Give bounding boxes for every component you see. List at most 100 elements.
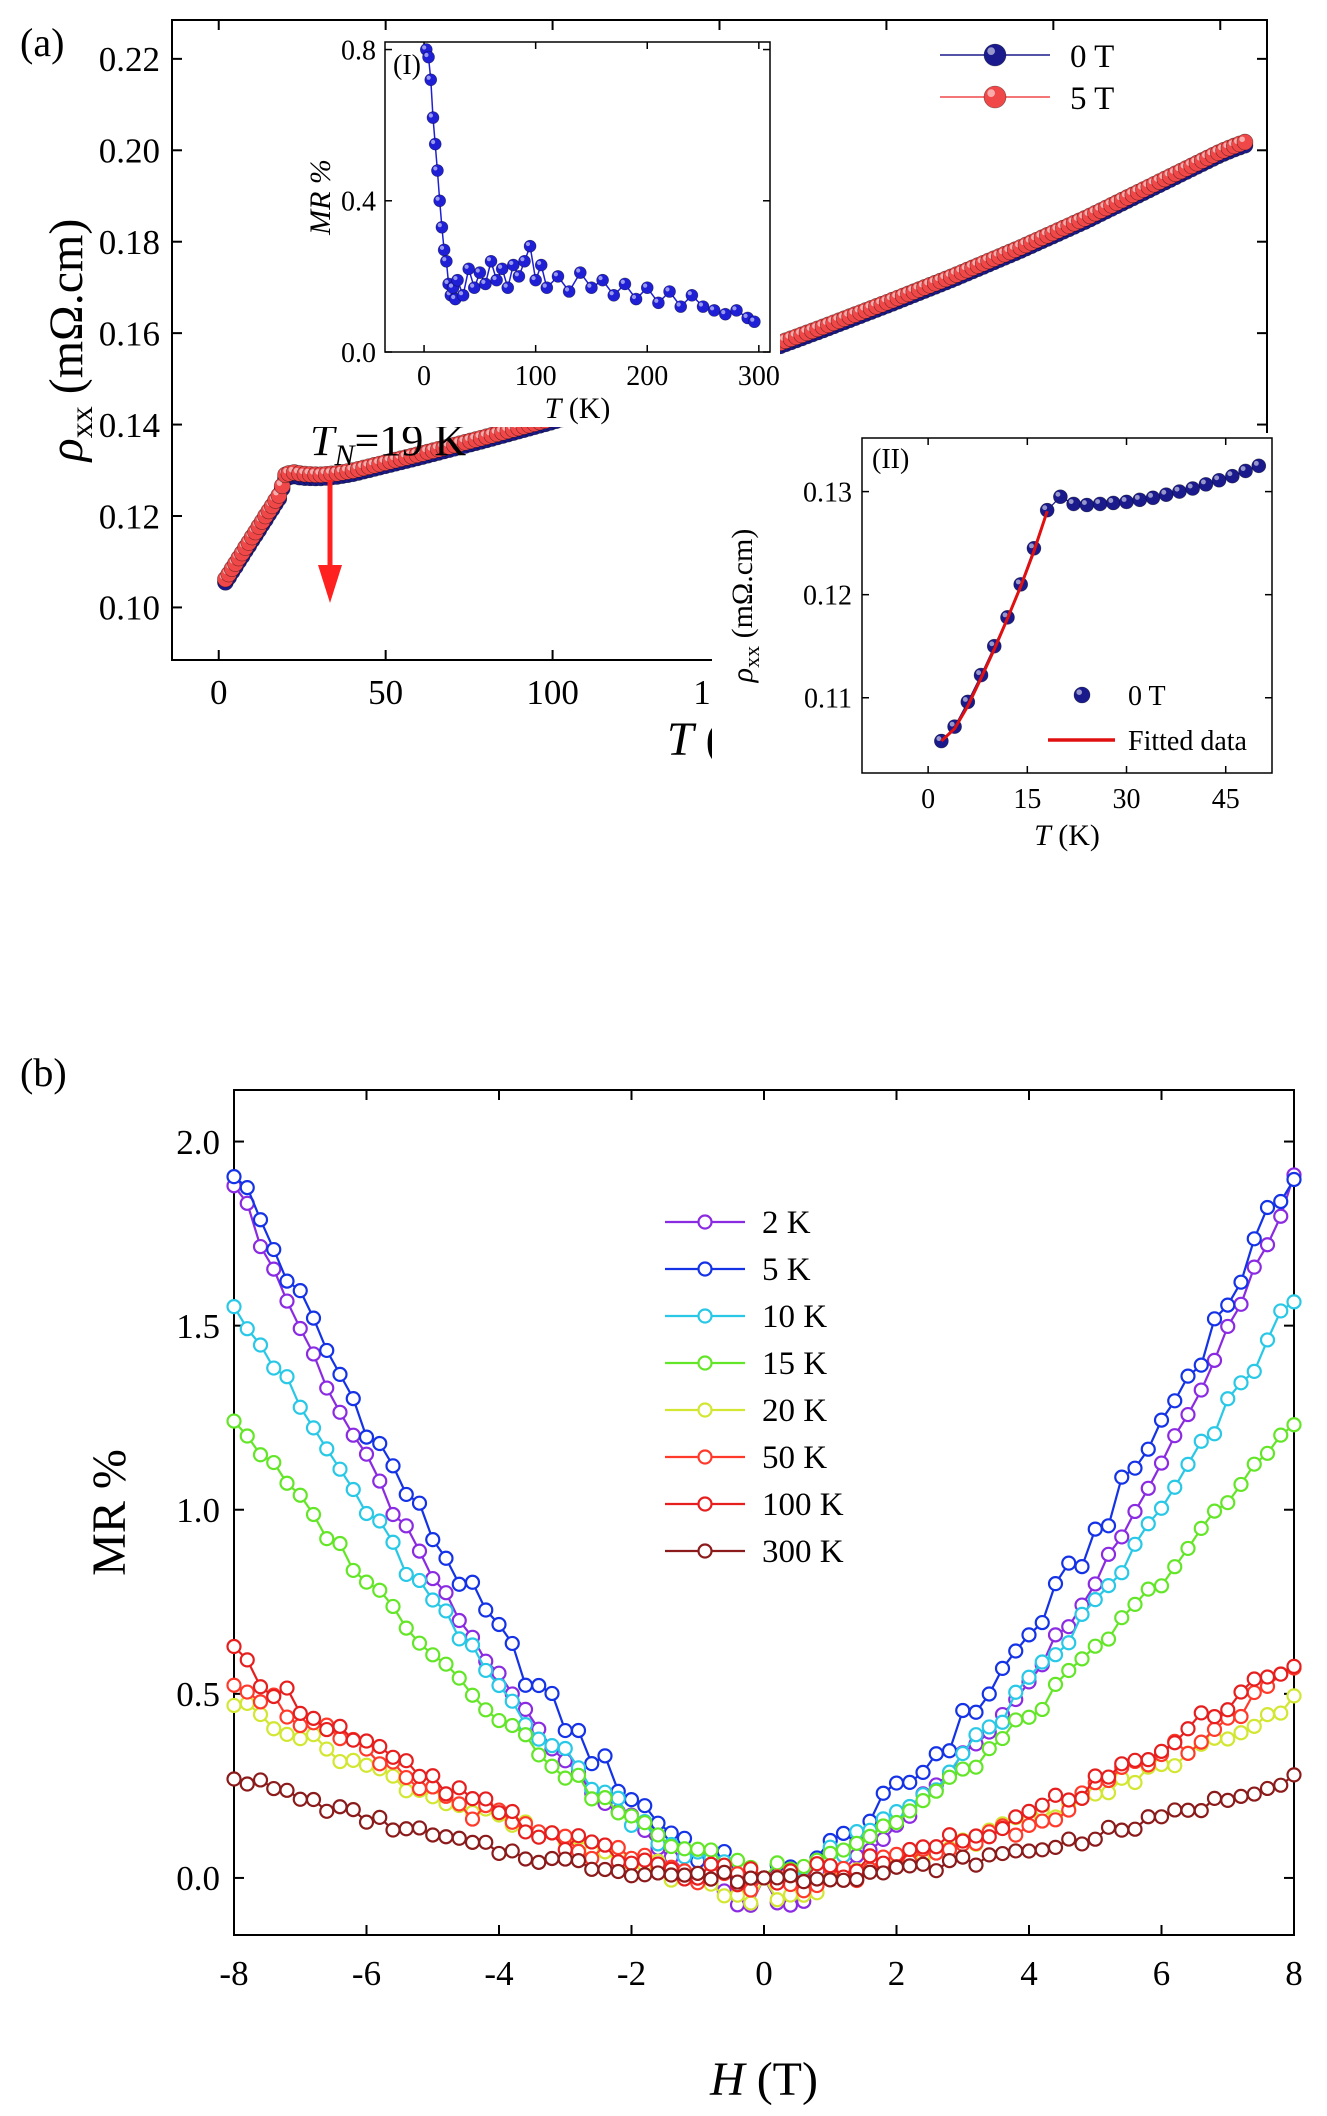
panel-b-point-20K [1233, 1725, 1249, 1741]
panel-b-xlabel: H (T) [709, 2053, 818, 2106]
panel-b-point-100K [1180, 1721, 1196, 1737]
panel-b-point-15K [1193, 1520, 1209, 1536]
panel-a-inset-2-point-highlight [1015, 579, 1021, 585]
panel-b-point-5K [623, 1792, 640, 1808]
panel-b-point-10K [955, 1745, 971, 1762]
panel-a-inset-1-ylabel: MR % [304, 159, 337, 236]
panel-b-point-300K [438, 1829, 454, 1845]
panel-b-point-300K [756, 1870, 772, 1886]
panel-b-point-10K [305, 1420, 322, 1436]
panel-b-point-10K [1206, 1426, 1223, 1442]
panel-a-inset-2-legend-marker [1073, 686, 1091, 704]
panel-b-point-300K [1061, 1831, 1077, 1847]
panel-b-legend-marker [697, 1449, 713, 1465]
panel-a-inset-2-legend-fit-label: Fitted data [1128, 726, 1248, 757]
panel-b-point-5K [557, 1722, 573, 1739]
panel-a-inset-2-xtick-label: 15 [1013, 784, 1041, 815]
panel-a-main-xtick-label: 0 [210, 673, 228, 712]
panel-a-inset-1-point-highlight [525, 241, 531, 247]
panel-a-inset-1-point [640, 281, 654, 295]
panel-b-point-5K [319, 1342, 335, 1359]
panel-b-point-10K [478, 1662, 494, 1679]
panel-b-point-2K [411, 1543, 428, 1559]
panel-b-legend-marker [697, 1214, 713, 1230]
panel-b-point-100K [1273, 1666, 1289, 1682]
panel-b-point-20K [345, 1752, 361, 1768]
panel-b-point-5K [1167, 1393, 1183, 1409]
panel-b-point-5K [1074, 1559, 1090, 1575]
panel-b-legend-marker [697, 1402, 713, 1418]
panel-b-point-15K [637, 1815, 653, 1831]
panel-b-point-300K [782, 1868, 799, 1884]
panel-a-inset-1-point-highlight [520, 257, 525, 262]
panel-b-point-15K [968, 1759, 984, 1775]
panel-a-inset-2-point [1158, 487, 1174, 502]
panel-a-inset-1-point-highlight [587, 283, 592, 288]
panel-b-point-5K [358, 1429, 375, 1445]
panel-b-legend-label: 2 K [762, 1205, 811, 1241]
panel-b-point-100K [425, 1768, 441, 1784]
panel-b-point-15K [411, 1635, 428, 1651]
panel-a-inset-1-point-highlight [531, 275, 536, 281]
panel-b-point-15K [1008, 1712, 1024, 1728]
panel-b-point-100K [1193, 1705, 1209, 1721]
panel-b-point-5K [252, 1212, 269, 1228]
panel-b-point-5K [517, 1677, 534, 1693]
panel-a-inset-1-point-highlight [514, 272, 519, 277]
panel-b-point-5K [1061, 1555, 1077, 1571]
panel-b-point-10K [1220, 1391, 1236, 1407]
panel-b-point-100K [385, 1749, 401, 1765]
panel-b-point-5K [504, 1635, 520, 1652]
panel-b-point-100K [623, 1855, 640, 1871]
panel-b-point-10K [491, 1677, 507, 1694]
panel-b-point-300K [345, 1802, 361, 1818]
panel-b-point-10K [398, 1566, 414, 1583]
panel-b-point-5K [372, 1435, 388, 1452]
panel-a-inset-1-point [573, 266, 587, 279]
panel-b-point-15K [305, 1506, 322, 1523]
panel-b-xtick-label: 2 [888, 1954, 906, 1993]
panel-b-point-2K [1273, 1208, 1289, 1224]
panel-a-inset-1-point-highlight [503, 283, 508, 288]
panel-a-inset-1-point-highlight [497, 264, 503, 269]
panel-a-inset-1-point-highlight [631, 294, 637, 300]
panel-a-inset-1-point-highlight [492, 275, 497, 281]
panel-b-point-10K [385, 1534, 401, 1550]
panel-b-point-300K [610, 1863, 626, 1880]
panel-a-inset-1-point-highlight [424, 52, 429, 58]
panel-b-point-15K [464, 1687, 481, 1703]
panel-b-label: (b) [20, 1050, 67, 1095]
panel-b-point-100K [1034, 1797, 1050, 1813]
panel-b-point-100K [1246, 1671, 1262, 1687]
panel-b-point-300K [504, 1843, 520, 1859]
panel-a-inset-1-point [484, 254, 498, 268]
panel-b-point-20K [385, 1768, 401, 1784]
panel-b-point-2K [332, 1404, 348, 1420]
panel-b-point-2K [305, 1346, 322, 1362]
panel-b-legend-label: 10 K [762, 1299, 827, 1335]
panel-b-point-15K [1100, 1631, 1117, 1647]
panel-b-point-300K [358, 1814, 375, 1830]
panel-b-chart: -8 -6 -4 -2 0 2 4 6 8 0.0 0.5 1.0 1.5 2.0 H (T) MR % 2 K… [83, 1089, 1303, 2106]
panel-a-inset-2-point-highlight [1227, 471, 1233, 477]
panel-b-point-10K [1233, 1375, 1249, 1391]
panel-b-point-300K [372, 1809, 388, 1825]
panel-a-inset-2-ytick-label: 0.12 [803, 580, 852, 611]
panel-b-point-5K [1008, 1643, 1024, 1659]
panel-b-point-5K [531, 1677, 547, 1694]
panel-b-point-100K [411, 1768, 428, 1784]
panel-b-point-15K [849, 1835, 865, 1851]
panel-a-inset-1-point [440, 254, 453, 268]
panel-b-point-10K [1153, 1500, 1170, 1516]
panel-b-point-15K [1273, 1427, 1289, 1443]
panel-b-point-5K [835, 1825, 852, 1841]
panel-b-point-15K [676, 1841, 693, 1857]
panel-b-point-15K [345, 1562, 361, 1579]
panel-a-inset-1-point [495, 262, 509, 276]
panel-b-point-100K [1087, 1768, 1103, 1784]
panel-b-point-50K [1034, 1813, 1050, 1829]
panel-a-inset-1-point-highlight [654, 298, 659, 303]
panel-b-point-15K [557, 1770, 573, 1786]
panel-a-main-xtick-label: 100 [526, 673, 579, 712]
panel-b-point-20K [1259, 1706, 1276, 1723]
